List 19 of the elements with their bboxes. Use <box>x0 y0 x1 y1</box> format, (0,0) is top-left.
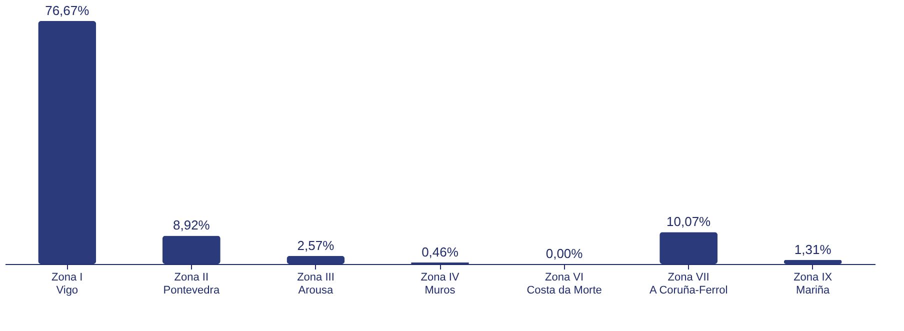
x-tick-label: Zona IX Mariña <box>794 272 833 296</box>
x-tick-label: Zona I Vigo <box>52 272 83 296</box>
data-label: 0,46% <box>422 244 459 260</box>
data-label: 76,67% <box>45 3 90 18</box>
data-label: 10,07% <box>666 214 712 230</box>
bar <box>38 21 96 264</box>
x-tick-label: Zona II Pontevedra <box>163 272 220 296</box>
data-label: 2,57% <box>297 238 335 253</box>
x-tick-label: Zona VII A Coruña-Ferrol <box>649 272 728 296</box>
x-tick-label: Zona III Arousa <box>297 272 334 296</box>
bar <box>784 260 842 264</box>
bar <box>286 256 345 264</box>
data-label: 8,92% <box>172 218 210 233</box>
bar <box>162 236 220 264</box>
x-tick-label: Zona VI Costa da Morte <box>526 272 602 296</box>
data-label: 1,31% <box>794 242 832 257</box>
data-label: 0,00% <box>546 246 584 261</box>
bar <box>660 232 718 264</box>
x-tick-label: Zona IV Muros <box>420 272 460 296</box>
